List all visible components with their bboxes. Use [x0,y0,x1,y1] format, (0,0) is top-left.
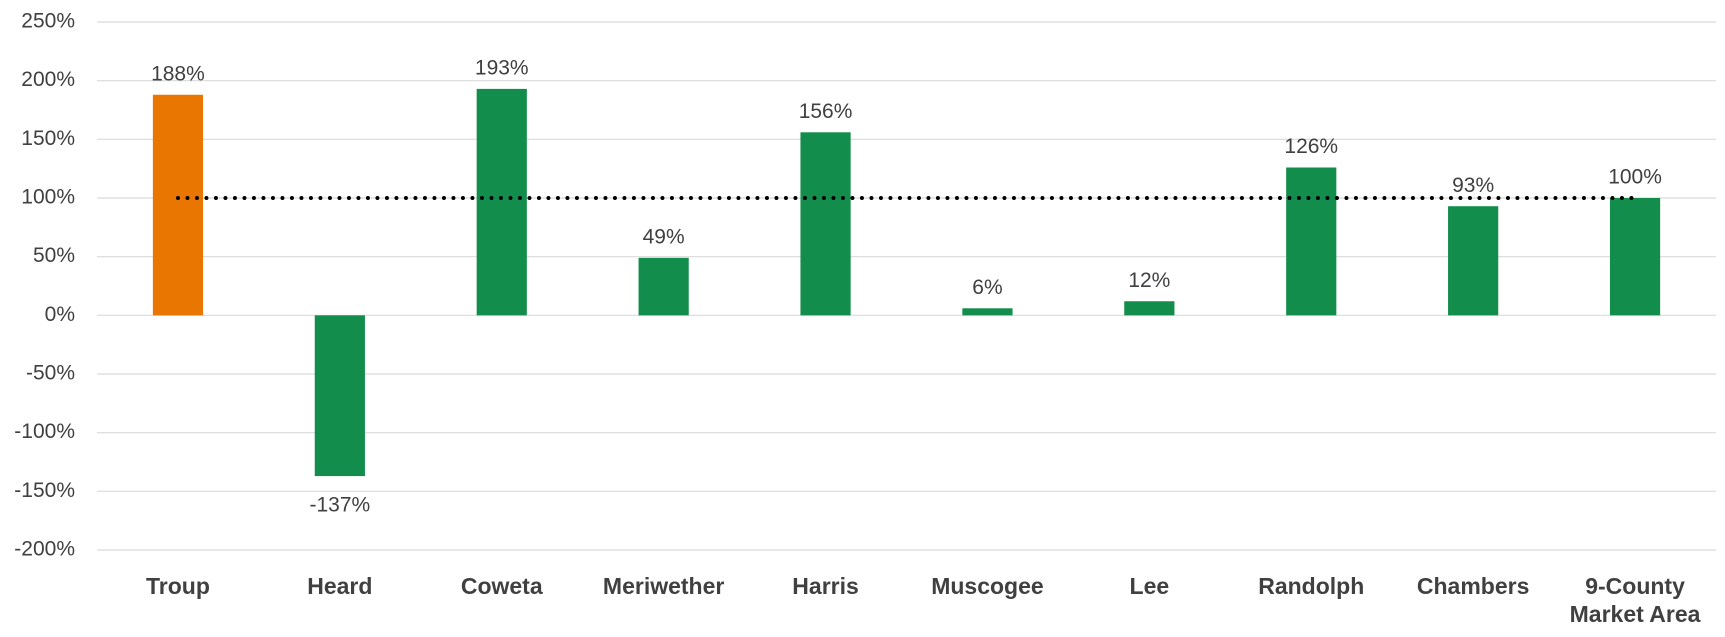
y-tick-label: -150% [14,479,75,502]
bar [1448,206,1499,316]
value-label: 156% [799,100,853,123]
y-tick-label: -50% [26,362,75,385]
value-label: 6% [972,276,1002,299]
value-label: 126% [1284,135,1338,158]
bar [800,132,851,316]
x-tick-label: Chambers [1416,573,1530,599]
x-tick-label: Lee [1129,573,1170,599]
value-label: 193% [475,56,529,79]
y-tick-label: 100% [21,186,75,209]
x-tick-label: Coweta [460,573,543,599]
y-tick-label: -100% [14,420,75,443]
bar [1286,167,1337,316]
y-tick-label: 0% [45,303,75,326]
bar [152,94,204,316]
x-tick-label: Meriwether [602,573,725,599]
value-label: -137% [309,494,370,517]
value-label: 12% [1128,269,1170,292]
x-tick-label: Muscogee [931,573,1044,599]
x-tick-label: Randolph [1258,573,1365,599]
value-label: 100% [1608,166,1662,189]
y-tick-label: 150% [21,127,75,150]
bar [314,315,365,477]
x-tick-label: Troup [145,573,210,599]
value-label: 49% [643,225,685,248]
x-tick-label: Harris [792,573,859,599]
bar [962,308,1013,316]
y-tick-label: 250% [21,10,75,33]
x-tick-label: Heard [307,573,373,599]
bar [1609,198,1661,316]
bar [1124,301,1175,316]
bar [638,257,689,316]
y-tick-label: -200% [14,538,75,561]
y-tick-label: 200% [21,68,75,91]
y-tick-label: 50% [33,244,75,267]
value-label: 188% [151,62,205,85]
value-label: 93% [1452,174,1494,197]
x-tick-label: 9-County Market Area [1569,573,1701,627]
bar [476,88,527,316]
